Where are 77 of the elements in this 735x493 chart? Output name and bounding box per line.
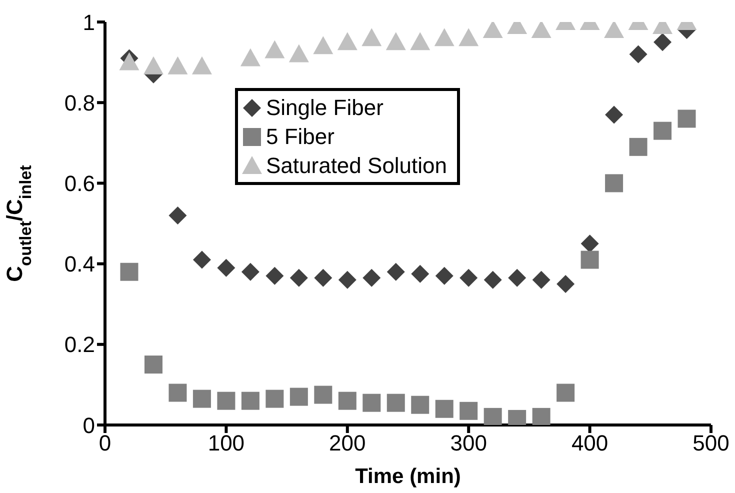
point [266,390,284,408]
x-tick-label: 500 [692,430,730,456]
point [532,408,550,425]
y-tick-label: 0.8 [64,90,95,116]
point [119,52,140,70]
legend-label: 5 Fiber [266,123,334,151]
point [556,274,575,293]
point [460,268,478,287]
point [629,138,648,156]
y-tick-label: 1 [82,10,95,35]
point [435,400,454,418]
y-tick-label: 0.4 [64,252,95,277]
point [338,392,356,410]
point [460,402,478,420]
point [654,33,672,52]
x-axis-title: Time (min) [355,465,461,488]
point [241,392,260,410]
point [435,266,454,285]
point [580,234,599,253]
point [338,270,356,289]
point [313,36,334,54]
point [482,22,503,38]
point [605,106,624,124]
point [484,270,502,289]
point [411,264,430,283]
point [556,384,575,402]
y-tick-label: 0.6 [64,171,95,196]
point [410,32,430,50]
point [362,268,381,287]
point [168,384,187,402]
x-tick-label: 300 [450,430,487,456]
point [580,250,599,269]
point [143,56,164,74]
point [266,266,284,285]
point [532,270,550,289]
x-tick-label: 100 [208,430,245,456]
point [484,408,502,425]
point [604,22,624,38]
point [217,392,236,410]
y-tick-label: 0 [82,412,95,438]
point [678,110,696,128]
point [362,394,381,412]
point [168,56,188,74]
point [386,262,405,281]
point [240,48,260,66]
point [508,268,526,287]
point [217,258,236,277]
point [314,268,332,287]
point [290,268,308,287]
point [411,396,430,414]
legend-label: Saturated Solution [266,152,448,180]
point [386,32,406,50]
point [458,28,479,46]
point [192,390,211,408]
point [288,44,309,62]
x-tick-label: 0 [98,430,112,456]
x-tick-label: 200 [329,430,366,456]
point [531,22,552,38]
x-tick-label: 400 [571,430,608,456]
point [192,56,212,74]
point [290,388,308,406]
point [434,28,454,46]
y-tick-label: 0.2 [64,332,95,358]
point [605,174,624,192]
point [314,386,332,404]
point [337,32,358,50]
point [241,262,260,281]
point [168,206,187,224]
point [264,40,285,58]
point [386,394,405,412]
point [362,28,382,46]
point [654,122,672,140]
point [144,356,162,374]
point [629,45,648,64]
point [192,250,211,269]
point [120,262,138,281]
legend-label: Single Fiber [266,94,384,122]
